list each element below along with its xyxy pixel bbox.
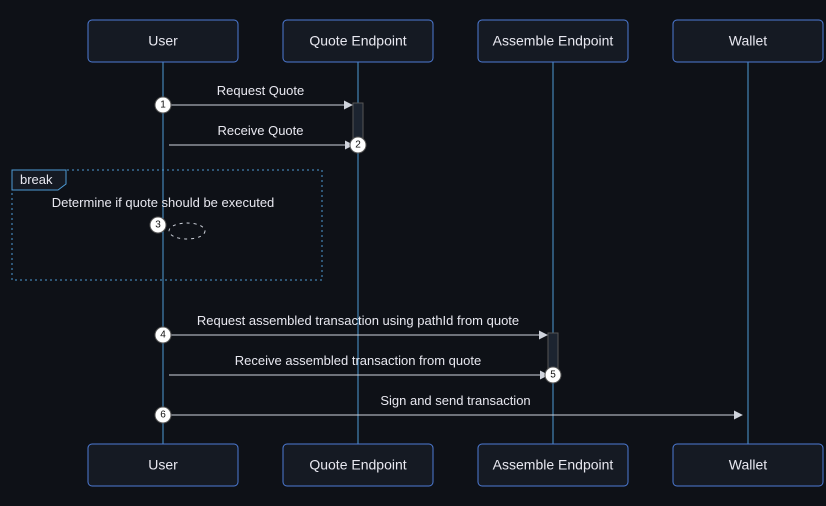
sequence-number: 4 xyxy=(160,330,166,341)
sequence-diagram: break Request Quote 1 Receive Quote 2 Determi… xyxy=(0,0,826,506)
break-frame-label: break xyxy=(20,172,53,187)
message-label: Determine if quote should be executed xyxy=(52,195,275,210)
sequence-number: 2 xyxy=(355,140,361,151)
actor-label-assemble: Assemble Endpoint xyxy=(493,457,614,473)
actor-label-user: User xyxy=(148,33,178,49)
message-label: Receive Quote xyxy=(218,123,304,138)
actor-label-assemble: Assemble Endpoint xyxy=(493,33,614,49)
self-message-loop xyxy=(169,223,205,239)
sequence-number: 3 xyxy=(155,220,161,231)
message-label: Receive assembled transaction from quote xyxy=(235,353,481,368)
actor-label-wallet: Wallet xyxy=(729,457,767,473)
sequence-number: 5 xyxy=(550,370,556,381)
actor-label-quote: Quote Endpoint xyxy=(309,33,406,49)
actor-label-wallet: Wallet xyxy=(729,33,767,49)
actor-label-user: User xyxy=(148,457,178,473)
message-label: Request Quote xyxy=(217,83,304,98)
message-label: Request assembled transaction using path… xyxy=(197,313,519,328)
sequence-number: 1 xyxy=(160,100,166,111)
actor-label-quote: Quote Endpoint xyxy=(309,457,406,473)
sequence-number: 6 xyxy=(160,410,166,421)
message-label: Sign and send transaction xyxy=(380,393,530,408)
